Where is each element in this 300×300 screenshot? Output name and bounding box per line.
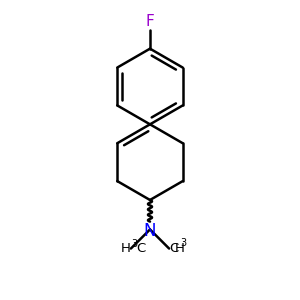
Text: H: H xyxy=(175,242,184,255)
Text: H: H xyxy=(121,242,131,255)
Text: 3: 3 xyxy=(132,238,138,248)
Text: F: F xyxy=(146,14,154,29)
Text: C: C xyxy=(136,242,146,255)
Text: 3: 3 xyxy=(180,238,186,248)
Text: C: C xyxy=(169,242,178,255)
Text: N: N xyxy=(144,222,156,240)
